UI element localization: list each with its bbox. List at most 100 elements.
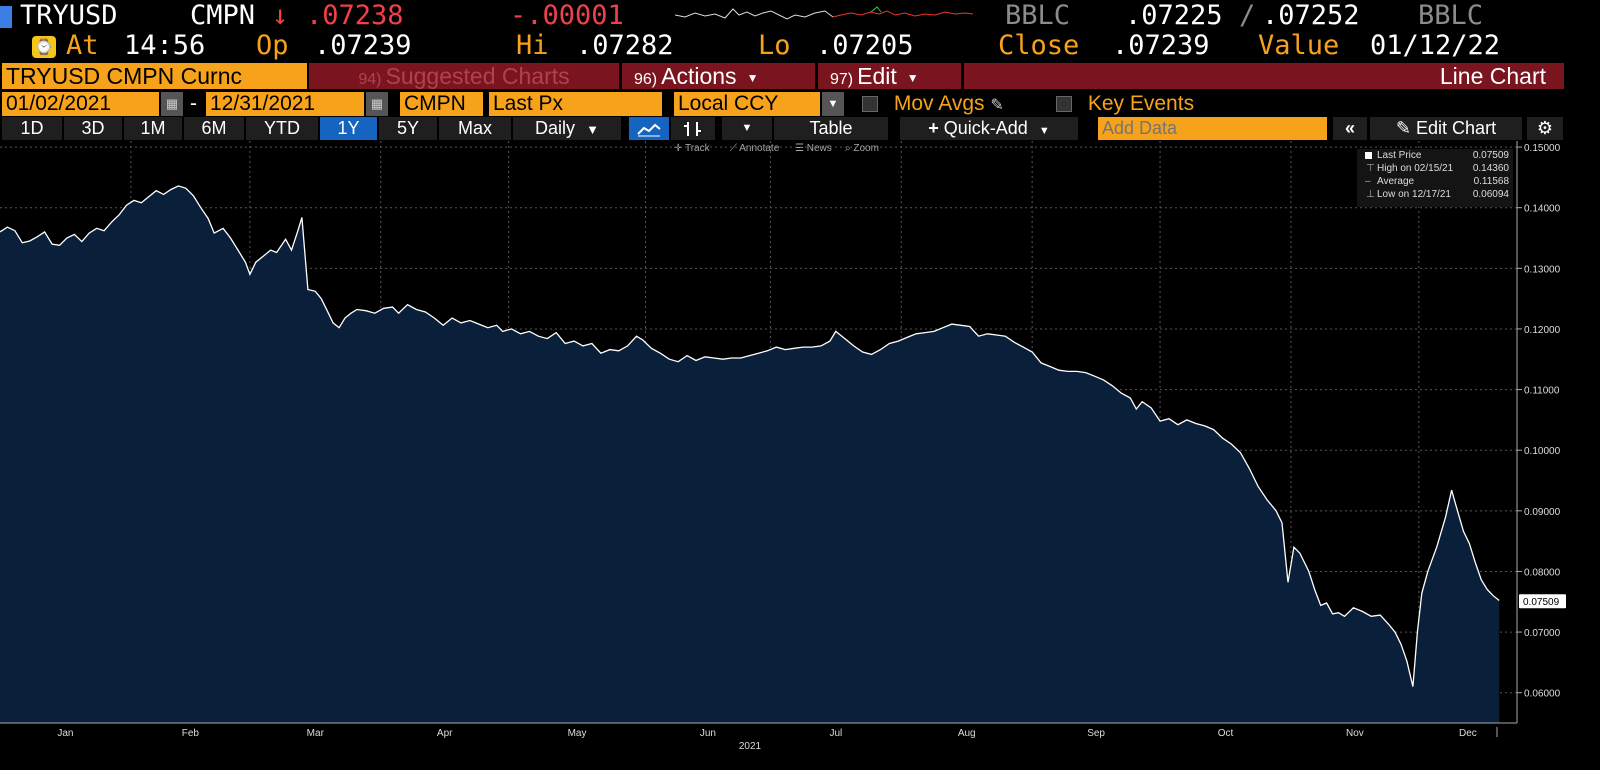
x-axis: Jan Feb Mar Apr May Jun Jul Aug Sep Oct Nov Dec 2021 [0, 722, 1517, 752]
price-chart[interactable]: 0.06000 0.07000 0.08000 0.09000 0.10000 0.110… [0, 141, 1600, 770]
bid-ask-separator: / [1239, 0, 1256, 31]
value-label: Value [1258, 30, 1340, 61]
mov-avgs-label: Mov Avgs [893, 92, 985, 115]
y-tick-label: 0.14000 [1524, 204, 1561, 215]
track-tool[interactable]: ✛ Track [674, 143, 710, 154]
candlestick-icon[interactable] [671, 117, 715, 140]
security-indicator [0, 6, 12, 28]
calendar-icon[interactable]: ▦ [161, 92, 183, 116]
edit-number: 97) [830, 71, 854, 88]
line-chart-icon[interactable] [629, 117, 669, 140]
legend-item-low: ⊥ Low on 12/17/21 0.06094 [1366, 189, 1509, 200]
date-range-dash: - [190, 92, 197, 115]
range-6m[interactable]: 6M [184, 117, 244, 140]
ticker[interactable]: TRYUSD [20, 0, 118, 31]
legend-item-high: ⊤ High on 02/15/21 0.14360 [1366, 163, 1509, 174]
annotate-tool[interactable]: ⟋ Annotate [730, 143, 780, 154]
edit-label: Edit [857, 63, 897, 89]
x-tick-label: Oct [1218, 728, 1234, 739]
key-events-toggle[interactable]: Key Events [1056, 92, 1256, 116]
range-ytd[interactable]: YTD [246, 117, 318, 140]
mov-avgs-checkbox[interactable] [862, 96, 878, 113]
x-tick-label: Mar [307, 728, 325, 739]
key-events-checkbox[interactable] [1056, 96, 1072, 113]
last-price: .07238 [306, 0, 404, 31]
x-tick-label: Dec [1459, 728, 1477, 739]
news-label: News [806, 143, 832, 154]
y-tick-label: 0.15000 [1524, 143, 1561, 154]
y-tick-label: 0.10000 [1524, 446, 1561, 457]
close-price: .07239 [1112, 30, 1210, 61]
legend-item-average: – Average 0.11568 [1365, 176, 1509, 187]
speedometer-icon[interactable]: ⌚ [32, 36, 56, 58]
x-tick-label: Aug [958, 728, 976, 739]
bid-price: .07225 [1125, 0, 1223, 31]
quick-add-label: Quick-Add [943, 118, 1028, 138]
range-5y[interactable]: 5Y [379, 117, 437, 140]
svg-text:0.07509: 0.07509 [1523, 597, 1560, 608]
x-tick-label: Jul [829, 728, 842, 739]
quote-time: 14:56 [124, 30, 206, 61]
range-1y[interactable]: 1Y [320, 117, 377, 140]
suggested-charts-menu[interactable]: 94) Suggested Charts [309, 63, 619, 89]
security-field[interactable]: TRYUSD CMPN Curnc [2, 63, 307, 89]
mov-avgs-toggle[interactable]: Mov Avgs ✎ [862, 92, 1022, 116]
x-tick-label: Jun [700, 728, 716, 739]
collapse-icon[interactable]: « [1333, 117, 1367, 140]
edit-menu[interactable]: 97) Edit ▼ [818, 63, 961, 89]
calendar-icon[interactable]: ▦ [366, 92, 388, 116]
chart-type-title: Line Chart [964, 63, 1564, 89]
edit-chart-label: Edit Chart [1416, 118, 1497, 138]
range-3d[interactable]: 3D [64, 117, 122, 140]
y-tick-label: 0.09000 [1524, 507, 1561, 518]
range-1m[interactable]: 1M [124, 117, 182, 140]
chevron-down-icon[interactable]: ▼ [822, 92, 844, 116]
start-date-field[interactable]: 01/02/2021 [2, 92, 159, 116]
y-tick-label: 0.08000 [1524, 567, 1561, 578]
down-arrow-icon: ↓ [272, 0, 289, 31]
source-field[interactable]: CMPN [400, 92, 483, 116]
chevron-down-icon: ▼ [746, 70, 759, 85]
actions-menu[interactable]: 96) Actions ▼ [622, 63, 815, 89]
pencil-icon[interactable]: ✎ [990, 97, 1004, 114]
table-button[interactable]: Table [774, 117, 888, 140]
price-area-fill [0, 185, 1500, 723]
ask-source: BBLC [1418, 0, 1484, 31]
close-label: Close [998, 30, 1080, 61]
net-change: -.00001 [510, 0, 624, 31]
year-label: 2021 [739, 741, 762, 752]
pencil-icon: ✎ [1395, 118, 1412, 138]
zoom-tool[interactable]: ⌕ Zoom [845, 143, 879, 154]
pricing-source: CMPN [190, 0, 256, 31]
gear-icon[interactable]: ⚙ [1527, 117, 1563, 140]
track-label: Track [684, 143, 710, 154]
legend-item-last: Last Price 0.07509 [1357, 149, 1513, 162]
y-tick-label: 0.11000 [1524, 386, 1560, 397]
chevron-down-icon[interactable]: ▼ [722, 117, 772, 140]
plus-icon: + [928, 118, 939, 138]
last-price-tag: 0.07509 [1519, 594, 1566, 609]
currency-field[interactable]: Local CCY [674, 92, 820, 116]
x-tick-label: Nov [1346, 728, 1364, 739]
chevron-down-icon: ▼ [1038, 125, 1050, 137]
chevron-down-icon: ▼ [906, 70, 919, 85]
x-tick-label: Apr [437, 728, 453, 739]
suggested-charts-number: 94) [358, 71, 382, 88]
quick-add-button[interactable]: + Quick-Add ▼ [900, 117, 1078, 140]
range-max[interactable]: Max [439, 117, 511, 140]
range-1d[interactable]: 1D [2, 117, 62, 140]
annotate-label: Annotate [739, 143, 780, 154]
intraday-sparkline [675, 6, 973, 20]
x-tick-label: May [568, 728, 587, 739]
y-tick-label: 0.07000 [1524, 628, 1561, 639]
x-tick-label: Sep [1087, 728, 1105, 739]
add-data-input[interactable] [1098, 117, 1327, 140]
period-dropdown[interactable]: Daily ▼ [513, 117, 621, 140]
high-price: .07282 [576, 30, 674, 61]
end-date-field[interactable]: 12/31/2021 [206, 92, 364, 116]
news-tool[interactable]: ☰ News [795, 143, 832, 154]
y-tick-label: 0.12000 [1524, 325, 1561, 336]
edit-chart-button[interactable]: ✎ Edit Chart [1370, 117, 1522, 140]
price-field[interactable]: Last Px [489, 92, 662, 116]
high-label: Hi [516, 30, 549, 61]
